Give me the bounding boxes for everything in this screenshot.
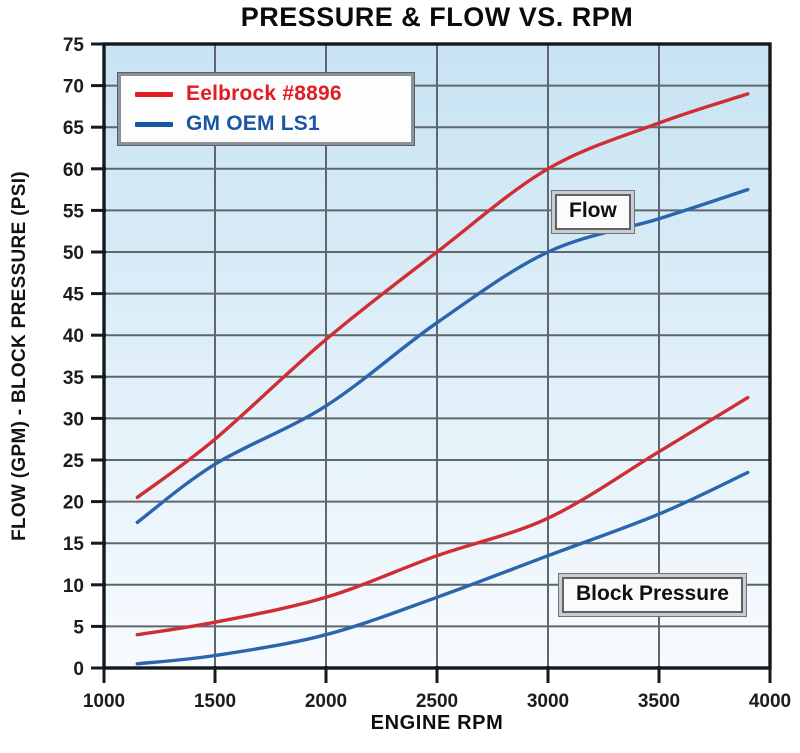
y-tick-label: 15 [63,534,85,555]
flow-callout: Flow [555,194,631,230]
x-tick-label: 4000 [749,691,791,712]
x-tick-label: 3500 [638,691,680,712]
y-tick-label: 45 [63,285,85,306]
x-tick-label: 1000 [83,691,125,712]
legend-item-gm: GM OEM LS1 [135,112,411,136]
gm-oem-ls1-block-pressure-curve [135,470,750,666]
legend-label-eelbrock: Eelbrock #8896 [186,82,342,105]
gm-oem-ls1-flow-curve [135,187,750,525]
eelbrock-8896-block-pressure-curve [135,395,750,637]
y-tick-label: 35 [63,368,85,389]
red-line-swatch-icon [135,91,173,97]
y-tick-label: 65 [63,118,85,139]
x-tick-label: 1500 [194,691,236,712]
x-tick-label: 3000 [527,691,569,712]
y-tick-label: 55 [63,201,85,222]
y-tick-label: 0 [73,659,84,680]
block-pressure-callout: Block Pressure [562,577,743,613]
gridlines [104,44,770,668]
legend-item-eelbrock: Eelbrock #8896 [135,82,411,106]
blue-line-swatch-icon [135,121,173,127]
chart-title: PRESSURE & FLOW VS. RPM [240,2,634,32]
y-tick-label: 5 [73,617,84,638]
y-tick-label: 70 [63,77,84,98]
y-tick-label: 75 [63,35,85,56]
legend-label-gm: GM OEM LS1 [186,112,320,135]
eelbrock-8896-flow-curve [135,92,750,500]
y-tick-label: 50 [63,243,84,264]
y-tick-label: 40 [63,326,84,347]
tick-marks [91,42,772,683]
y-tick-label: 30 [63,409,84,430]
y-tick-label: 25 [63,451,85,472]
x-axis-label: ENGINE RPM [370,712,504,734]
y-tick-label: 20 [63,493,84,514]
legend: Eelbrock #8896 GM OEM LS1 [118,73,414,145]
y-tick-label: 60 [63,160,84,181]
tick-labels: 0 5 10 15 20 25 30 35 40 45 50 55 60 65 70 75 1000 1500 20… [63,35,791,712]
y-tick-label: 10 [63,576,84,597]
x-tick-label: 2500 [416,691,458,712]
x-tick-label: 2000 [305,691,347,712]
